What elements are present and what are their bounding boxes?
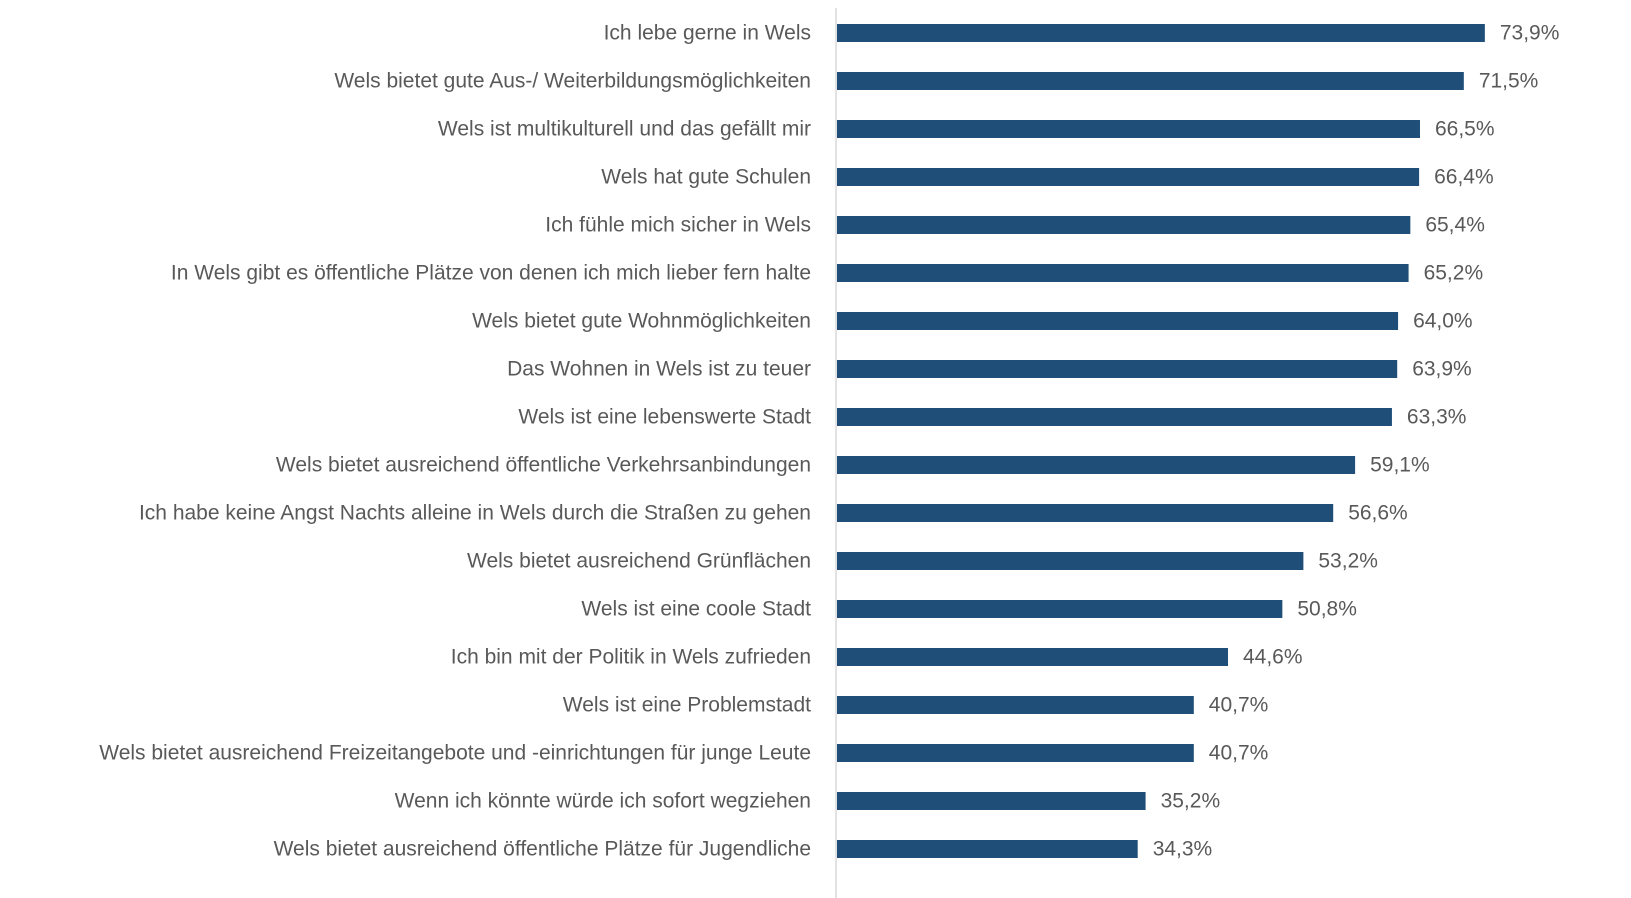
value-label: 34,3%: [1153, 838, 1213, 861]
category-label: Ich bin mit der Politik in Wels zufriede…: [451, 646, 811, 669]
value-label: 66,5%: [1435, 118, 1495, 141]
category-label: Wels ist multikulturell und das gefällt …: [438, 118, 811, 141]
bar: [837, 264, 1409, 282]
category-label: Wels ist eine coole Stadt: [581, 598, 811, 621]
value-label: 59,1%: [1370, 454, 1430, 477]
value-label: 71,5%: [1479, 70, 1539, 93]
bar: [837, 72, 1464, 90]
value-label: 56,6%: [1348, 502, 1408, 525]
value-label: 65,2%: [1424, 262, 1484, 285]
category-label: Wels bietet gute Aus-/ Weiterbildungsmög…: [334, 70, 811, 93]
bar: [837, 744, 1194, 762]
bar: [837, 408, 1392, 426]
category-label: Das Wohnen in Wels ist zu teuer: [507, 358, 811, 381]
bar: [837, 120, 1420, 138]
bar: [837, 648, 1228, 666]
value-label: 73,9%: [1500, 22, 1560, 45]
value-label: 64,0%: [1413, 310, 1473, 333]
category-label: Wenn ich könnte würde ich sofort wegzieh…: [395, 790, 811, 813]
value-label: 65,4%: [1425, 214, 1485, 237]
value-label: 66,4%: [1434, 166, 1494, 189]
category-label: Wels bietet gute Wohnmöglichkeiten: [472, 310, 811, 333]
category-label: Ich habe keine Angst Nachts alleine in W…: [139, 502, 811, 525]
category-label: Wels bietet ausreichend öffentliche Plät…: [274, 838, 811, 861]
value-label: 63,3%: [1407, 406, 1467, 429]
bar: [837, 600, 1283, 618]
bar: [837, 216, 1411, 234]
category-label: Wels ist eine Problemstadt: [563, 694, 811, 717]
category-label: Wels bietet ausreichend Freizeitangebote…: [99, 742, 811, 765]
value-label: 40,7%: [1209, 694, 1269, 717]
category-label: In Wels gibt es öffentliche Plätze von d…: [171, 262, 811, 285]
bar: [837, 24, 1485, 42]
bar: [837, 504, 1334, 522]
bar: [837, 456, 1356, 474]
bar: [837, 312, 1399, 330]
value-label: 50,8%: [1297, 598, 1357, 621]
category-label: Wels ist eine lebenswerte Stadt: [518, 406, 811, 429]
value-label: 63,9%: [1412, 358, 1472, 381]
category-label: Ich lebe gerne in Wels: [604, 22, 811, 45]
category-label: Ich fühle mich sicher in Wels: [545, 214, 811, 237]
bar: [837, 696, 1194, 714]
bar: [837, 792, 1146, 810]
category-label: Wels bietet ausreichend öffentliche Verk…: [276, 454, 811, 477]
category-label: Wels bietet ausreichend Grünflächen: [467, 550, 811, 573]
value-label: 40,7%: [1209, 742, 1269, 765]
bar: [837, 840, 1138, 858]
bar: [837, 168, 1420, 186]
value-label: 44,6%: [1243, 646, 1303, 669]
value-label: 35,2%: [1161, 790, 1221, 813]
value-label: 53,2%: [1318, 550, 1378, 573]
bar: [837, 552, 1304, 570]
category-label: Wels hat gute Schulen: [601, 166, 811, 189]
bar: [837, 360, 1398, 378]
